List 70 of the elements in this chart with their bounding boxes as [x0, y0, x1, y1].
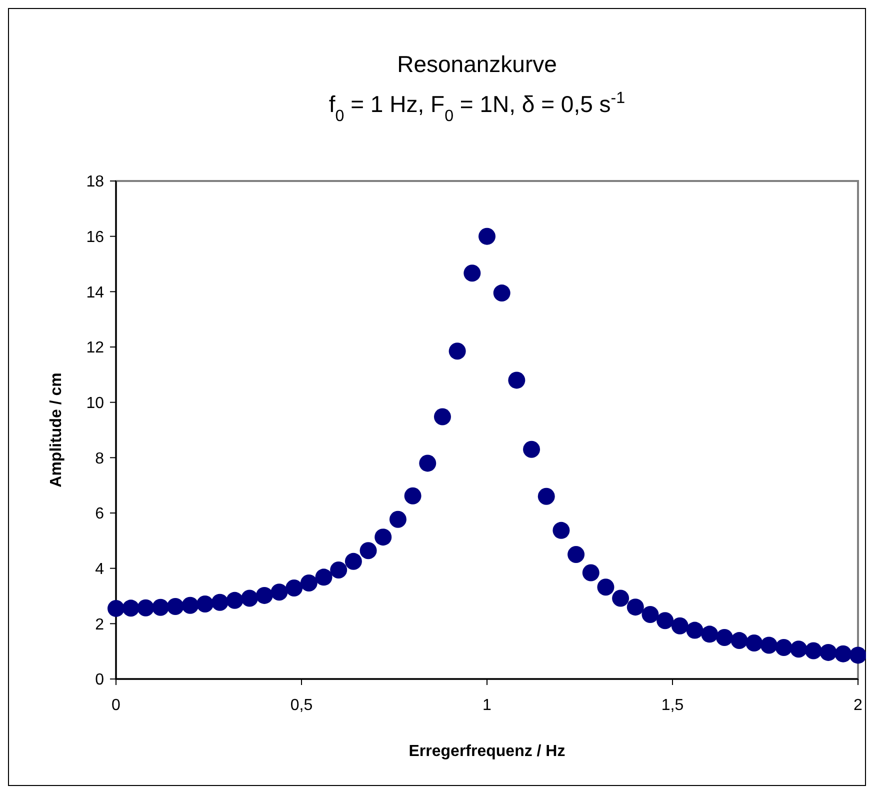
point — [256, 586, 273, 604]
y-tick-label: 12 — [86, 340, 104, 357]
x-tick-label: 0,5 — [290, 697, 313, 714]
x-tick-label: 1,5 — [661, 697, 684, 714]
point — [568, 546, 585, 563]
point — [804, 642, 822, 660]
point — [493, 284, 510, 302]
point — [686, 622, 704, 639]
point — [612, 590, 630, 607]
point — [626, 598, 644, 616]
x-axis-title: Erregerfrequenz / Hz — [408, 743, 566, 760]
point — [656, 612, 674, 630]
point — [850, 646, 866, 664]
point — [642, 606, 659, 624]
point — [582, 564, 600, 582]
point — [834, 645, 852, 662]
point — [746, 634, 763, 652]
point — [374, 528, 392, 546]
y-tick-label: 0 — [95, 672, 104, 689]
point — [166, 598, 184, 615]
point — [300, 574, 318, 592]
point — [404, 487, 422, 504]
point — [730, 632, 748, 650]
point — [360, 542, 377, 560]
point — [152, 598, 170, 616]
point — [597, 578, 614, 596]
y-tick-label: 4 — [95, 560, 104, 578]
point — [137, 599, 154, 616]
x-tick-label: 1 — [482, 697, 492, 714]
point — [716, 629, 733, 646]
point — [315, 568, 332, 586]
point — [226, 592, 244, 609]
point — [552, 522, 570, 539]
y-axis-title: Amplitude / cm — [48, 372, 65, 488]
point — [775, 638, 792, 656]
point — [286, 579, 303, 596]
point — [196, 596, 214, 613]
point — [820, 644, 837, 661]
y-tick-label: 18 — [86, 174, 104, 191]
y-tick-label: 14 — [86, 284, 104, 302]
point — [344, 552, 362, 570]
point — [478, 228, 496, 245]
point — [434, 408, 451, 426]
point — [211, 594, 228, 611]
x-tick-label: 0 — [112, 697, 121, 714]
point — [508, 372, 526, 389]
point — [270, 584, 288, 601]
point — [182, 596, 199, 614]
x-tick-label: 2 — [854, 697, 863, 714]
chart-subtitle: f$_{0}$ = 1 Hz, F$_{0}$ = 1N, δ = 0,5 s$^{-1}$ — [328, 89, 626, 125]
point — [108, 600, 124, 617]
y-tick-label: 2 — [95, 616, 104, 634]
point — [701, 626, 718, 643]
point — [419, 454, 436, 472]
chart-title: Resonanzkurve — [397, 51, 557, 77]
y-tick-label: 16 — [86, 228, 104, 246]
point — [389, 510, 406, 528]
point — [448, 342, 466, 360]
point — [122, 600, 140, 617]
point — [241, 590, 258, 607]
point — [464, 264, 481, 282]
point — [760, 636, 778, 654]
y-tick-label: 8 — [95, 450, 104, 468]
point — [790, 640, 808, 658]
point — [671, 617, 688, 634]
point — [523, 440, 540, 458]
y-tick-label: 10 — [86, 394, 104, 412]
point — [330, 562, 348, 578]
y-tick-label: 6 — [95, 506, 104, 523]
point — [538, 488, 555, 505]
